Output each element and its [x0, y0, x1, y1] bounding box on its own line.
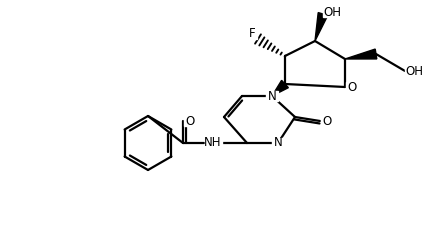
FancyBboxPatch shape: [323, 7, 341, 17]
FancyBboxPatch shape: [321, 116, 333, 126]
Text: N: N: [268, 89, 276, 103]
Text: OH: OH: [405, 65, 423, 77]
Text: OH: OH: [323, 5, 341, 18]
FancyBboxPatch shape: [272, 138, 284, 148]
FancyBboxPatch shape: [405, 66, 423, 76]
Text: O: O: [322, 114, 331, 127]
FancyBboxPatch shape: [204, 138, 222, 148]
Text: NH: NH: [204, 136, 222, 150]
FancyBboxPatch shape: [184, 116, 196, 126]
Polygon shape: [345, 49, 377, 59]
Text: F: F: [249, 27, 255, 39]
FancyBboxPatch shape: [247, 29, 257, 39]
FancyBboxPatch shape: [346, 82, 358, 92]
Text: O: O: [185, 114, 195, 127]
Polygon shape: [272, 80, 288, 96]
Text: N: N: [273, 136, 282, 150]
Text: O: O: [347, 81, 357, 93]
FancyBboxPatch shape: [266, 91, 278, 101]
Polygon shape: [315, 13, 328, 41]
